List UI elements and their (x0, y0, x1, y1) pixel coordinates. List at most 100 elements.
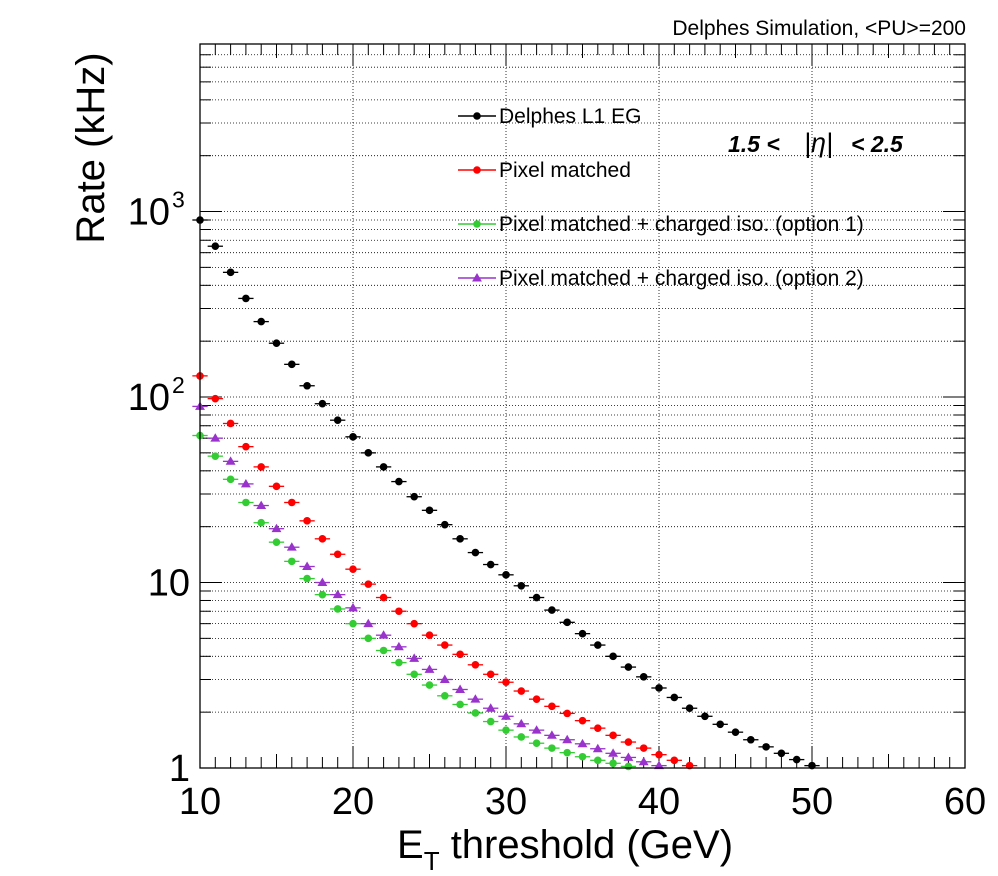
data-point (455, 684, 466, 693)
data-point (517, 581, 526, 590)
data-point (777, 749, 786, 758)
data-point (425, 506, 434, 515)
y-tick-label-exponent: 2 (172, 372, 185, 398)
legend-item: Pixel matched + charged iso. (option 1) (458, 213, 864, 236)
data-point (226, 268, 235, 277)
x-tick-label: 50 (791, 781, 833, 823)
data-point (577, 738, 588, 748)
series-4 (192, 401, 667, 770)
y-tick-label: 10 (128, 377, 170, 419)
data-point (701, 712, 709, 721)
data-point (486, 560, 495, 569)
data-point (731, 728, 740, 736)
data-point (716, 720, 724, 729)
y-tick-label: 10 (128, 192, 170, 234)
data-point (792, 755, 801, 764)
data-point (608, 748, 619, 757)
data-point (441, 692, 449, 700)
data-point (288, 498, 296, 507)
data-point (456, 700, 464, 709)
y-tick-label: 1 (169, 748, 190, 790)
data-point (225, 456, 236, 465)
region-label-variable: |η| (804, 128, 833, 158)
legend-label: Pixel matched + charged iso. (option 2) (499, 267, 864, 290)
region-label: 1.5 < |η| < 2.5 (728, 128, 904, 158)
legend-marker (473, 220, 481, 228)
data-point (409, 653, 420, 662)
data-point (670, 756, 679, 765)
data-point (425, 631, 434, 639)
data-point (393, 641, 404, 651)
data-point (242, 294, 250, 303)
data-point (609, 759, 617, 768)
data-point (562, 734, 573, 744)
data-point (303, 517, 311, 525)
data-point (517, 733, 526, 741)
data-point (548, 702, 556, 711)
data-point (502, 678, 510, 687)
data-point (302, 561, 313, 570)
data-point (563, 618, 571, 627)
data-point (486, 717, 495, 726)
data-point (532, 593, 541, 602)
x-tick-label: 20 (332, 781, 374, 823)
data-point (592, 743, 603, 753)
data-point (623, 752, 634, 761)
data-point (624, 663, 633, 671)
data-point (531, 725, 542, 734)
data-point (303, 381, 311, 390)
data-point (655, 684, 663, 692)
data-point (271, 523, 282, 533)
series-1 (192, 216, 820, 770)
series-2 (192, 372, 698, 770)
legend-marker (473, 166, 481, 174)
data-point (272, 339, 281, 348)
legend: Delphes L1 EG Pixel matched Pixel matched … (458, 105, 864, 290)
data-point (318, 399, 327, 408)
legend-marker (472, 273, 482, 282)
data-point (563, 709, 571, 718)
data-point (532, 739, 541, 748)
chart-header: Delphes Simulation, <PU>=200 (672, 17, 966, 40)
x-tick-label: 40 (638, 781, 680, 823)
data-point (318, 590, 327, 599)
data-point (594, 641, 602, 649)
data-point (578, 629, 587, 638)
legend-label: Pixel matched + charged iso. (option 1) (499, 213, 864, 236)
data-point (424, 664, 435, 673)
data-point (639, 744, 648, 752)
data-point (226, 475, 235, 484)
data-point (502, 571, 510, 579)
data-point (471, 709, 480, 717)
x-tick-label: 30 (485, 781, 527, 823)
x-axis-title-rest: threshold (GeV) (440, 823, 733, 867)
data-point (286, 542, 297, 551)
region-label-suffix: < 2.5 (851, 131, 904, 157)
data-point (609, 652, 617, 661)
data-point (456, 535, 464, 543)
data-point (395, 477, 403, 486)
data-point (226, 419, 235, 428)
x-tick-label: 10 (179, 781, 221, 823)
data-point (364, 634, 373, 643)
data-point (240, 478, 251, 488)
data-point (501, 711, 511, 720)
data-point (257, 463, 266, 471)
data-point (288, 360, 296, 369)
data-point (441, 520, 449, 529)
data-point (395, 658, 403, 667)
data-point (349, 619, 357, 628)
data-point (594, 724, 602, 732)
data-point (594, 756, 602, 765)
x-tick-label: 60 (944, 781, 986, 823)
data-point (364, 449, 373, 457)
data-point (379, 593, 388, 602)
data-point (211, 452, 220, 460)
data-point (548, 606, 556, 614)
legend-item: Pixel matched (458, 159, 631, 182)
data-point (333, 550, 342, 559)
data-point (317, 577, 328, 586)
data-point (242, 498, 250, 507)
data-point (242, 442, 250, 451)
data-point (378, 630, 389, 639)
